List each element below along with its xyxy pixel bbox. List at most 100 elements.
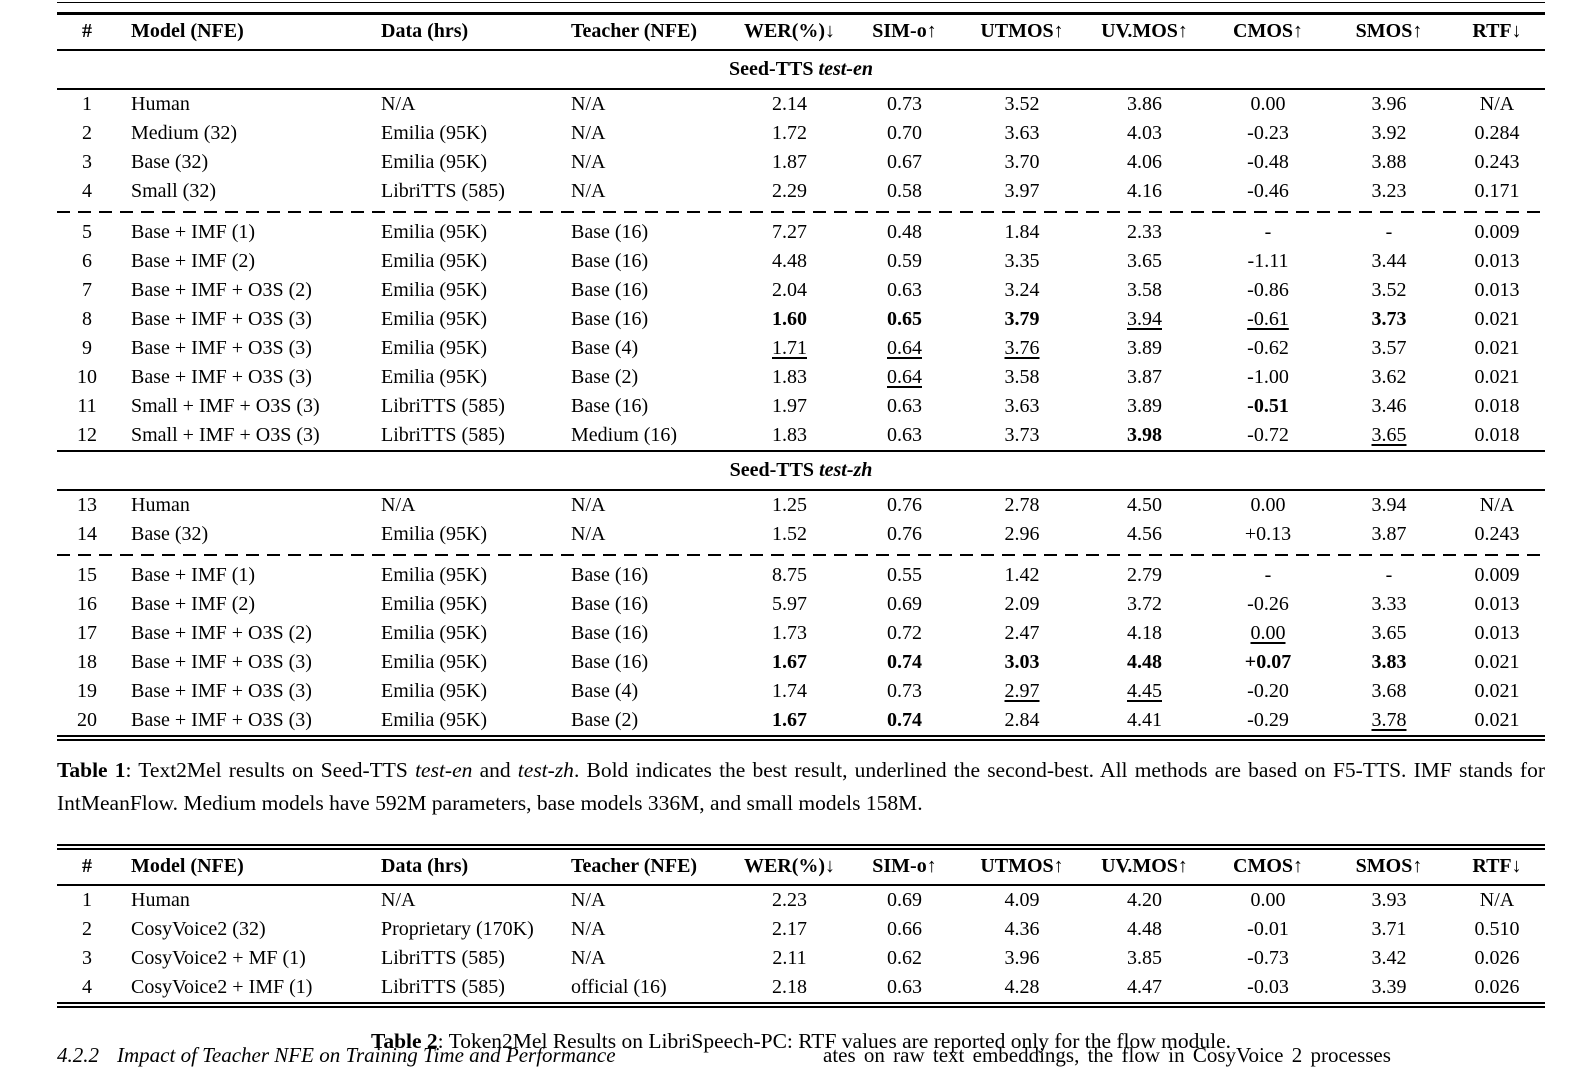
page-content: # Model (NFE) Data (hrs) Teacher (NFE) WER(%… <box>57 0 1545 1058</box>
table-cell: 0.00 <box>1250 93 1286 115</box>
section-header-row: Seed-TTS test-en <box>57 49 1545 90</box>
table-cell: N/A <box>571 947 606 969</box>
table-cell: Proprietary (170K) <box>381 918 534 940</box>
table-cell: Base + IMF (2) <box>131 250 256 272</box>
table-cell: 3.96 <box>1371 93 1407 115</box>
table-cell: 4.03 <box>1127 122 1162 144</box>
table-cell: 3.71 <box>1371 918 1407 940</box>
table-cell: N/A <box>571 494 606 516</box>
table-cell: Base + IMF + O3S (3) <box>131 651 312 673</box>
table-cell: Small + IMF + O3S (3) <box>131 424 320 446</box>
table-cell: N/A <box>1479 889 1515 911</box>
column-header: UTMOS↑ <box>962 847 1082 886</box>
table-cell: 0.63 <box>887 395 922 417</box>
table-cell: 2.17 <box>772 918 807 940</box>
table-row: 4 CosyVoice2 + IMF (1) LibriTTS (585) offic… <box>57 973 1545 1005</box>
table-cell: 2.97 <box>962 677 1082 706</box>
table-cell: 3 <box>82 151 92 173</box>
column-header: WER(%)↓ <box>732 13 847 51</box>
table-cell: -0.03 <box>1247 976 1289 998</box>
second-best-value: 4.45 <box>1127 680 1162 702</box>
table-cell: 1.97 <box>772 395 807 417</box>
table-cell: -1.00 <box>1247 366 1289 388</box>
table-row: 7 Base + IMF + O3S (2) Emilia (95K) Base (1… <box>57 276 1545 305</box>
table-cell: Base + IMF (1) <box>131 221 256 243</box>
table-cell: 3.92 <box>1371 122 1407 144</box>
table-row: 8 Base + IMF + O3S (3) Emilia (95K) Base (1… <box>57 305 1545 334</box>
column-header: SIM-o↑ <box>847 847 962 886</box>
table-cell: 0.63 <box>887 279 922 301</box>
table-cell: 3.35 <box>1004 250 1040 272</box>
table-cell: 5.97 <box>772 593 807 615</box>
table-row: 3 CosyVoice2 + MF (1) LibriTTS (585) N/A 2.1… <box>57 944 1545 973</box>
best-result-value: 3.79 <box>1004 308 1040 330</box>
table-cell: Base + IMF + O3S (3) <box>131 680 312 702</box>
table-cell: 0.018 <box>1474 424 1520 446</box>
table-cell: 3.68 <box>1371 680 1407 702</box>
table-cell: 4.48 <box>1082 648 1207 677</box>
dashed-separator <box>57 549 1545 561</box>
table-cell: Medium (16) <box>571 424 678 446</box>
table-cell: 0.72 <box>887 622 922 644</box>
dashed-line <box>57 554 1545 556</box>
body-text-fragment: ates on raw text embeddings, the flow in… <box>823 1043 1391 1067</box>
table-cell: 3.63 <box>1004 122 1040 144</box>
table-cell: 3.03 <box>962 648 1082 677</box>
table-cell: N/A <box>571 889 606 911</box>
best-result-value: 3.73 <box>1371 308 1407 330</box>
column-header: # <box>57 13 117 51</box>
table-cell: 3.86 <box>1127 93 1162 115</box>
table-cell: Base (16) <box>571 395 649 417</box>
table-cell: 1.71 <box>732 334 847 363</box>
table-cell: 3.83 <box>1329 648 1449 677</box>
table-cell: 2.11 <box>772 947 807 969</box>
table-row: 4 Small (32) LibriTTS (585) N/A 2.29 0.58 3.97… <box>57 177 1545 206</box>
table-cell: 3.96 <box>1004 947 1040 969</box>
table-cell: 1 <box>82 93 92 115</box>
table-cell: Emilia (95K) <box>381 221 488 243</box>
table-cell: 0.66 <box>887 918 922 940</box>
table-cell: N/A <box>571 122 606 144</box>
table-cell: -0.86 <box>1247 279 1289 301</box>
table-group: 5 Base + IMF (1) Emilia (95K) Base (16) 7.27… <box>57 206 1545 451</box>
second-best-value: 1.71 <box>772 337 807 359</box>
table-cell: 3.88 <box>1371 151 1407 173</box>
table-cell: 1.25 <box>772 494 807 516</box>
table-cell: 0.70 <box>887 122 922 144</box>
table-cell: 2.79 <box>1127 564 1162 586</box>
table-cell: 4.56 <box>1127 523 1162 545</box>
table-cell: N/A <box>571 180 606 202</box>
table-cell: 0.013 <box>1474 250 1520 272</box>
table-cell: Base (16) <box>571 279 649 301</box>
table-cell: 0.62 <box>887 947 922 969</box>
table2-header: # Model (NFE) Data (hrs) Teacher (NFE) WER(%… <box>57 847 1545 886</box>
table-cell: 0.021 <box>1474 308 1520 330</box>
table-cell: 3.52 <box>1371 279 1407 301</box>
section-title: Seed-TTS <box>729 459 820 481</box>
table-cell: -0.46 <box>1247 180 1289 202</box>
table-cell: Medium (32) <box>131 122 238 144</box>
table-cell: 3.46 <box>1371 395 1407 417</box>
table-cell: 3.72 <box>1127 593 1162 615</box>
subsection-heading-fragment: 4.2.2 Impact of Teacher NFE on Training T… <box>57 1043 616 1067</box>
column-header: SIM-o↑ <box>847 13 962 51</box>
table1-top-hairline <box>57 2 1545 3</box>
table-cell: 3.39 <box>1371 976 1407 998</box>
table-cell: 3.65 <box>1371 622 1407 644</box>
table-cell: 3.73 <box>1329 305 1449 334</box>
table-cell: Base (2) <box>571 366 639 388</box>
table-cell: 4.16 <box>1127 180 1162 202</box>
best-result-value: 0.65 <box>887 308 922 330</box>
best-result-value: 0.74 <box>887 709 922 731</box>
table-cell: Emilia (95K) <box>381 279 488 301</box>
table-cell: 0.73 <box>887 680 922 702</box>
table-cell: 0.73 <box>887 93 922 115</box>
table-row: 17 Base + IMF + O3S (2) Emilia (95K) Base (… <box>57 619 1545 648</box>
table-cell: Base + IMF + O3S (2) <box>131 279 312 301</box>
second-best-value: 0.64 <box>887 366 922 388</box>
subsection-number: 4.2.2 <box>57 1043 99 1067</box>
table-cell: 0.243 <box>1474 151 1520 173</box>
table-cell: Base + IMF + O3S (3) <box>131 709 312 731</box>
caption-text: and <box>472 758 518 782</box>
